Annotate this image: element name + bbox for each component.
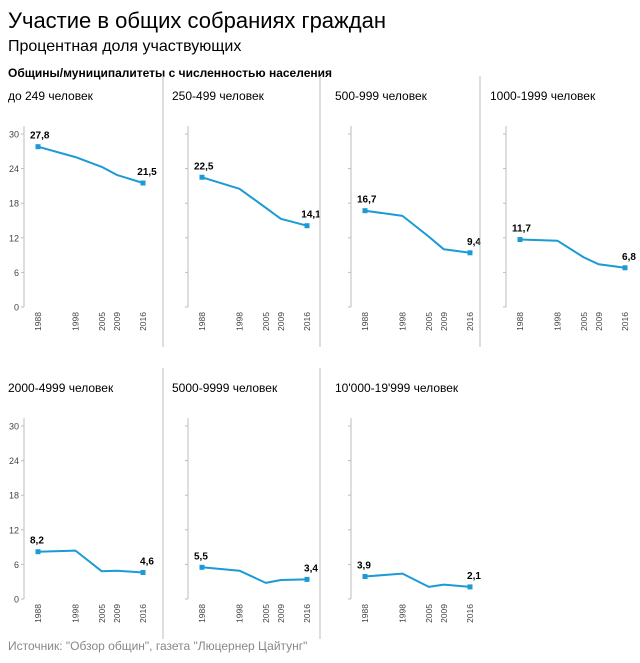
x-tick-label: 1988 — [197, 604, 207, 623]
x-tick-label: 2005 — [261, 312, 271, 331]
series-line — [201, 566, 308, 584]
last-value-label: 14,1 — [301, 210, 321, 221]
x-tick-label: 2009 — [112, 604, 122, 623]
first-value-label: 11,7 — [512, 224, 531, 235]
x-tick-label: 2009 — [276, 604, 286, 623]
panel-title: 10'000-19'999 человек — [335, 381, 459, 395]
x-tick-label: 1988 — [360, 312, 370, 331]
x-tick-label: 2005 — [97, 604, 107, 623]
y-tick-label: 18 — [9, 199, 19, 209]
x-tick-label: 2016 — [302, 312, 312, 331]
x-tick-label: 2009 — [594, 312, 604, 331]
x-tick-label: 1998 — [398, 604, 408, 623]
chart-title: Участие в общих собраниях граждан — [8, 8, 386, 33]
x-tick-label: 1988 — [197, 312, 207, 331]
x-tick-label: 2016 — [465, 604, 475, 623]
x-tick-label: 2005 — [424, 312, 434, 331]
first-point-marker — [362, 208, 368, 214]
x-tick-label: 2005 — [579, 312, 589, 331]
x-tick-label: 1998 — [235, 312, 245, 331]
panel-title: 1000-1999 человек — [490, 89, 596, 103]
x-tick-label: 1998 — [235, 604, 245, 623]
first-point-marker — [35, 144, 41, 150]
series-line — [519, 238, 626, 269]
last-point-marker — [467, 584, 473, 590]
first-point-marker — [199, 564, 205, 570]
first-value-label: 3,9 — [357, 561, 371, 572]
first-point-marker — [517, 237, 523, 243]
last-value-label: 9,4 — [467, 237, 481, 248]
panel-title: 5000-9999 человек — [172, 381, 278, 395]
last-point-marker — [140, 569, 146, 575]
x-tick-label: 2016 — [138, 604, 148, 623]
x-tick-label: 1988 — [360, 604, 370, 623]
last-value-label: 4,6 — [140, 556, 154, 567]
x-tick-label: 1988 — [33, 312, 43, 331]
last-point-marker — [304, 223, 310, 229]
y-tick-label: 24 — [9, 164, 19, 174]
x-tick-label: 2009 — [276, 312, 286, 331]
y-tick-label: 12 — [9, 525, 19, 535]
source-note: Источник: "Обзор общин", газета "Люцерне… — [8, 639, 308, 653]
y-tick-label: 6 — [14, 268, 19, 278]
panel-title: до 249 человек — [8, 89, 94, 103]
last-value-label: 3,4 — [304, 563, 318, 574]
last-point-marker — [140, 180, 146, 186]
last-point-marker — [467, 250, 473, 256]
y-tick-label: 0 — [14, 303, 19, 313]
series-line — [37, 145, 144, 184]
x-tick-label: 1988 — [515, 312, 525, 331]
x-tick-label: 2016 — [138, 312, 148, 331]
series-line — [364, 209, 471, 254]
x-tick-label: 2009 — [112, 312, 122, 331]
panels-caption: Общины/муниципалитеты с численностью нас… — [8, 66, 332, 80]
y-tick-label: 18 — [9, 491, 19, 501]
series-line — [201, 176, 308, 227]
last-value-label: 2,1 — [467, 571, 481, 582]
first-point-marker — [35, 549, 41, 555]
first-value-label: 22,5 — [194, 161, 214, 172]
series-line — [37, 549, 144, 574]
last-point-marker — [304, 576, 310, 582]
last-value-label: 21,5 — [137, 167, 157, 178]
panel-title: 500-999 человек — [335, 89, 428, 103]
last-value-label: 6,8 — [622, 252, 636, 263]
first-value-label: 27,8 — [30, 131, 50, 142]
y-tick-label: 6 — [14, 560, 19, 570]
x-tick-label: 1998 — [71, 312, 81, 331]
x-tick-label: 1998 — [398, 312, 408, 331]
x-tick-label: 2005 — [97, 312, 107, 331]
first-value-label: 8,2 — [30, 536, 44, 547]
y-tick-label: 24 — [9, 456, 19, 466]
y-tick-label: 12 — [9, 233, 19, 243]
x-tick-label: 2009 — [439, 312, 449, 331]
panel-title: 250-499 человек — [172, 89, 265, 103]
x-tick-label: 1998 — [553, 312, 563, 331]
x-tick-label: 2009 — [439, 604, 449, 623]
first-point-marker — [199, 174, 205, 180]
x-tick-label: 2016 — [465, 312, 475, 331]
panel-title: 2000-4999 человек — [8, 381, 114, 395]
y-tick-label: 0 — [14, 595, 19, 605]
y-tick-label: 30 — [9, 422, 19, 432]
first-value-label: 5,5 — [194, 551, 208, 562]
x-tick-label: 1988 — [33, 604, 43, 623]
last-point-marker — [622, 265, 628, 271]
x-tick-label: 2016 — [620, 312, 630, 331]
x-tick-label: 2005 — [261, 604, 271, 623]
x-tick-label: 1998 — [71, 604, 81, 623]
chart-subtitle: Процентная доля участвующих — [8, 38, 242, 55]
x-tick-label: 2005 — [424, 604, 434, 623]
first-value-label: 16,7 — [357, 195, 377, 206]
x-tick-label: 2016 — [302, 604, 312, 623]
y-tick-label: 30 — [9, 130, 19, 140]
series-line — [364, 572, 471, 588]
first-point-marker — [362, 574, 368, 580]
